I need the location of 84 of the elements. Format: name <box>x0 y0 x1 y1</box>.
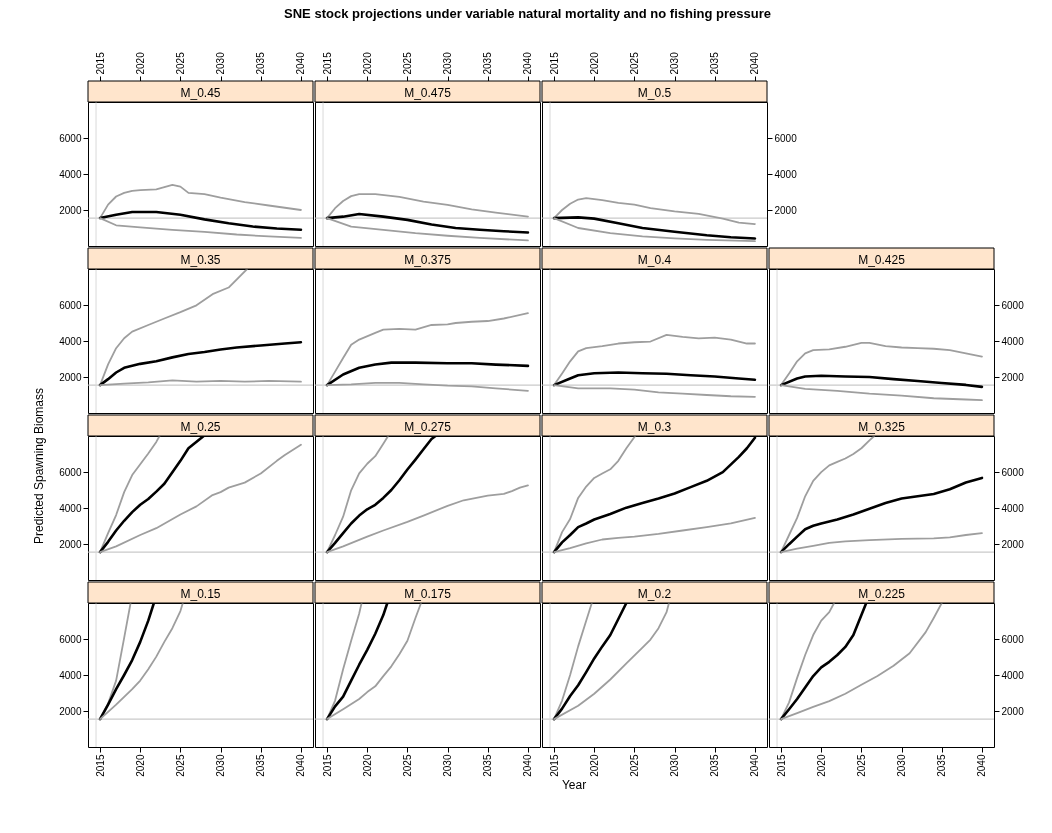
y-tick-label: 2000 <box>1001 371 1025 383</box>
x-tick-label: 2030 <box>896 754 908 777</box>
x-tick-label: 2030 <box>669 754 681 777</box>
y-tick-label: 4000 <box>59 335 82 347</box>
y-tick-label: 2000 <box>1001 538 1025 550</box>
x-tick-label: 2040 <box>976 754 988 777</box>
y-tick-label: 6000 <box>59 633 82 645</box>
text: Predicted Spawning Biomass <box>32 387 46 545</box>
text: SNE stock projections under variable natural mortality and no fishing pressure <box>284 6 771 22</box>
y-tick-label: 4000 <box>1001 669 1025 681</box>
chart-title: M_0.25 <box>180 419 221 434</box>
x-tick-label: 2040 <box>749 754 761 777</box>
y-tick-label: 4000 <box>59 168 82 180</box>
y-tick-label: 2000 <box>59 538 82 550</box>
y-tick-label: 6000 <box>59 299 82 311</box>
x-tick-label: 2025 <box>401 754 413 777</box>
x-tick-label: 2025 <box>174 754 186 777</box>
x-tick-label: 2040 <box>522 51 534 75</box>
x-tick-label: 2020 <box>588 754 600 777</box>
x-tick-label: 2025 <box>174 51 186 75</box>
y-tick-label: 6000 <box>1001 299 1025 311</box>
x-tick-label: 2015 <box>94 51 106 75</box>
y-tick-label: 2000 <box>59 371 82 383</box>
chart-title: M_0.2 <box>637 586 672 601</box>
x-tick-label: 2015 <box>94 754 106 777</box>
y-tick-label: 6000 <box>1001 633 1025 645</box>
x-tick-label: 2035 <box>255 754 267 777</box>
y-tick-label: 6000 <box>59 466 82 478</box>
x-tick-label: 2035 <box>255 51 267 75</box>
x-tick-label: 2040 <box>522 754 534 777</box>
y-tick-label: 4000 <box>1001 335 1025 347</box>
chart-title: M_0.475 <box>404 85 452 100</box>
chart-title: M_0.325 <box>858 419 906 434</box>
chart-title: M_0.225 <box>858 586 906 601</box>
chart-title: M_0.275 <box>404 419 452 434</box>
y-tick-label: 2000 <box>59 705 82 717</box>
chart-title: M_0.45 <box>180 85 221 100</box>
x-tick-label: 2030 <box>442 754 454 777</box>
chart-title: M_0.175 <box>404 586 452 601</box>
x-tick-label: 2030 <box>215 754 227 777</box>
y-tick-label: 6000 <box>1001 466 1025 478</box>
y-tick-label: 2000 <box>59 204 82 216</box>
x-tick-label: 2015 <box>321 754 333 777</box>
chart-title: M_0.15 <box>180 586 221 601</box>
x-tick-label: 2020 <box>361 51 373 75</box>
x-tick-label: 2030 <box>669 51 681 75</box>
x-tick-label: 2025 <box>401 51 413 75</box>
chart-title: M_0.3 <box>637 419 672 434</box>
x-tick-label: 2040 <box>295 754 307 777</box>
x-tick-label: 2035 <box>936 754 948 777</box>
y-tick-label: 4000 <box>59 502 82 514</box>
x-tick-label: 2015 <box>775 754 787 777</box>
chart-title: M_0.375 <box>404 252 452 267</box>
y-tick-label: 6000 <box>774 132 798 144</box>
x-tick-label: 2020 <box>134 754 146 777</box>
x-tick-label: 2020 <box>588 51 600 75</box>
x-tick-label: 2015 <box>548 51 560 75</box>
chart-title: M_0.5 <box>637 85 672 100</box>
x-tick-label: 2025 <box>628 51 640 75</box>
x-tick-label: 2030 <box>442 51 454 75</box>
x-tick-label: 2020 <box>361 754 373 777</box>
x-tick-label: 2020 <box>815 754 827 777</box>
x-tick-label: 2015 <box>548 754 560 777</box>
x-tick-label: 2020 <box>134 51 146 75</box>
x-tick-label: 2015 <box>321 51 333 75</box>
x-tick-label: 2035 <box>482 754 494 777</box>
y-tick-label: 4000 <box>59 669 82 681</box>
chart-title: M_0.4 <box>637 252 672 267</box>
y-tick-label: 4000 <box>774 168 798 180</box>
x-tick-label: 2035 <box>482 51 494 75</box>
x-tick-label: 2035 <box>709 51 721 75</box>
x-tick-label: 2025 <box>628 754 640 777</box>
y-tick-label: 2000 <box>1001 705 1025 717</box>
chart-title: M_0.425 <box>858 252 906 267</box>
x-tick-label: 2025 <box>855 754 867 777</box>
x-tick-label: 2040 <box>749 51 761 75</box>
x-tick-label: 2040 <box>295 51 307 75</box>
y-tick-label: 6000 <box>59 132 82 144</box>
x-tick-label: 2030 <box>215 51 227 75</box>
x-tick-label: 2035 <box>709 754 721 777</box>
chart-title: M_0.35 <box>180 252 221 267</box>
y-tick-label: 2000 <box>774 204 798 216</box>
y-tick-label: 4000 <box>1001 502 1025 514</box>
text: Year <box>561 778 587 792</box>
